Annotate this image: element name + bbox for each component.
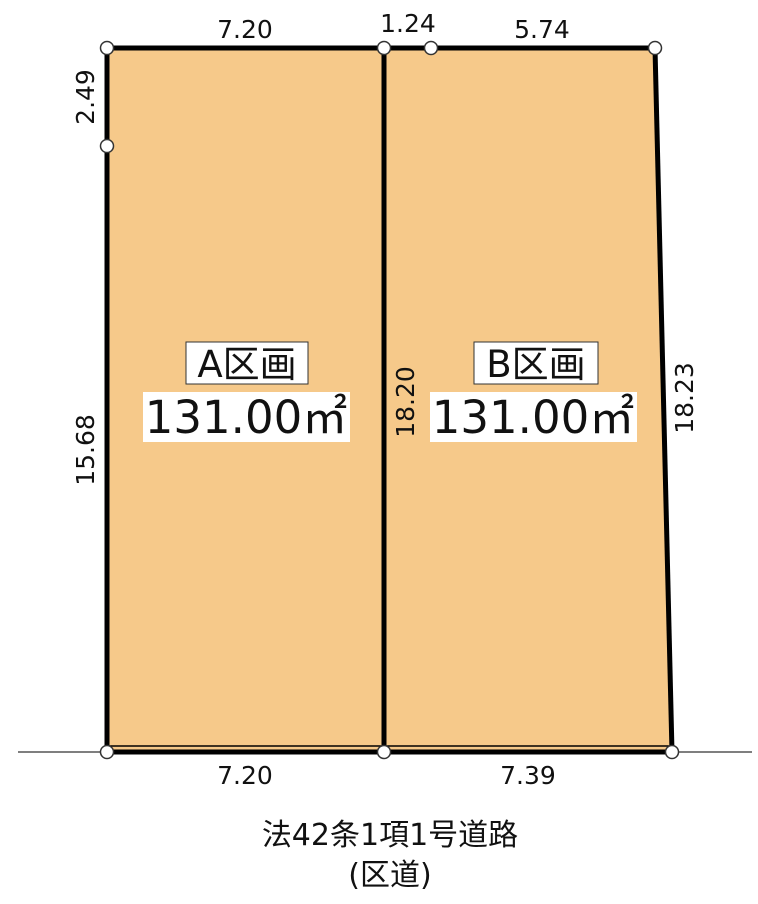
dim-top-gap: 1.24 bbox=[380, 9, 436, 38]
dim-left-upper: 2.49 bbox=[71, 69, 100, 125]
marker-top-middle bbox=[376, 40, 392, 56]
marker-bottom-middle bbox=[376, 744, 392, 760]
dim-bottom-a: 7.20 bbox=[217, 761, 273, 790]
marker-bottom-right bbox=[664, 744, 680, 760]
dim-top-a: 7.20 bbox=[217, 15, 273, 44]
dim-left-lower: 15.68 bbox=[71, 414, 100, 486]
lot-a-area-box bbox=[143, 392, 350, 442]
lot-b-area: 131.00㎡ bbox=[432, 391, 634, 444]
lot-b-label: B区画 131.00㎡ bbox=[430, 341, 637, 444]
boundary-markers bbox=[99, 40, 680, 760]
lot-a-area: 131.00㎡ bbox=[145, 391, 347, 444]
marker-top-left bbox=[99, 40, 115, 56]
road-subtitle: (区道) bbox=[348, 858, 431, 893]
lot-b-area-box bbox=[430, 392, 637, 442]
dim-right: 18.23 bbox=[670, 362, 699, 434]
dim-bottom-b: 7.39 bbox=[500, 761, 556, 790]
boundary-right bbox=[652, 47, 675, 753]
lot-a-label: A区画 131.00㎡ bbox=[143, 341, 350, 444]
dim-top-b: 5.74 bbox=[514, 15, 570, 44]
marker-bottom-left bbox=[99, 744, 115, 760]
marker-top-gap bbox=[423, 40, 439, 56]
lot-a-name: A区画 bbox=[197, 343, 296, 386]
lot-a-name-box bbox=[185, 341, 309, 385]
marker-top-right bbox=[647, 40, 663, 56]
dim-middle: 18.20 bbox=[391, 366, 420, 438]
lot-b-name-box bbox=[473, 341, 599, 385]
road-title: 法42条1項1号道路 bbox=[262, 818, 518, 853]
marker-left-upper bbox=[99, 138, 115, 154]
lot-b-name: B区画 bbox=[486, 343, 585, 386]
